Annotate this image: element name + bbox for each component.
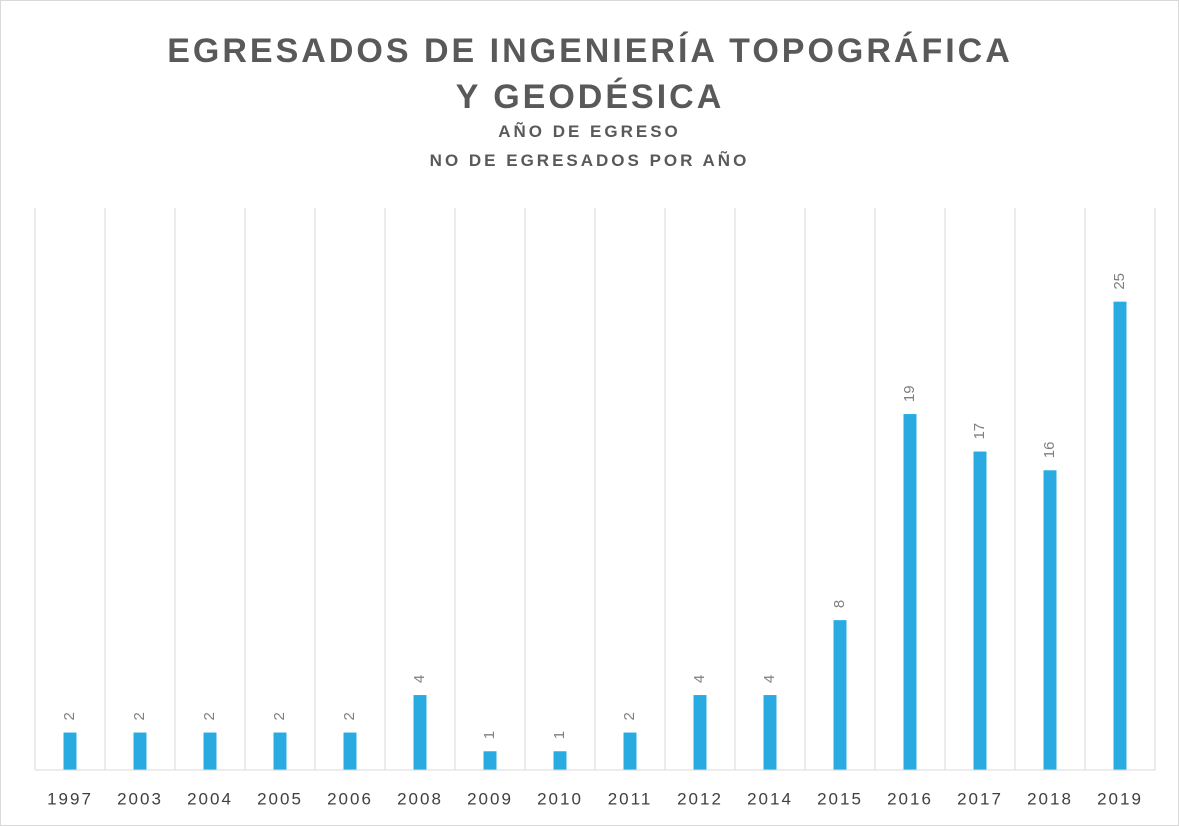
x-tick-label: 2010 bbox=[537, 789, 583, 808]
bar bbox=[63, 732, 77, 770]
x-tick-label: 2019 bbox=[1097, 789, 1143, 808]
data-label: 1 bbox=[481, 731, 498, 739]
chart-title: EGRESADOS DE INGENIERÍA TOPOGRÁFICA Y GE… bbox=[167, 32, 1013, 116]
x-tick-label: 2017 bbox=[957, 789, 1003, 808]
bar bbox=[1113, 301, 1127, 770]
bar bbox=[903, 414, 917, 770]
x-tick-label: 2015 bbox=[817, 789, 863, 808]
bar bbox=[133, 732, 147, 770]
data-label: 4 bbox=[411, 675, 428, 683]
data-label: 17 bbox=[971, 423, 988, 440]
data-label: 2 bbox=[201, 712, 218, 720]
bar bbox=[273, 732, 287, 770]
bar bbox=[413, 695, 427, 770]
bar bbox=[483, 751, 497, 770]
x-tick-label: 2011 bbox=[608, 789, 653, 808]
data-label: 4 bbox=[761, 675, 778, 683]
x-tick-label: 2016 bbox=[887, 789, 933, 808]
data-label: 16 bbox=[1041, 442, 1058, 459]
bar bbox=[693, 695, 707, 770]
bar bbox=[553, 751, 567, 770]
x-tick-label: 2012 bbox=[677, 789, 723, 808]
bar bbox=[623, 732, 637, 770]
data-label: 2 bbox=[341, 712, 358, 720]
data-label: 2 bbox=[61, 712, 78, 720]
x-tick-label: 2009 bbox=[467, 789, 513, 808]
x-tick-label: 1997 bbox=[47, 789, 93, 808]
data-label: 2 bbox=[621, 712, 638, 720]
x-tick-label: 2004 bbox=[187, 789, 233, 808]
data-label: 19 bbox=[901, 385, 918, 402]
chart-subtitle: AÑO DE EGRESO bbox=[498, 122, 681, 141]
x-tick-label: 2014 bbox=[747, 789, 793, 808]
data-label: 2 bbox=[271, 712, 288, 720]
bar bbox=[973, 451, 987, 770]
x-tick-label: 2003 bbox=[117, 789, 163, 808]
bar bbox=[833, 620, 847, 770]
bar bbox=[343, 732, 357, 770]
x-tick-label: 2008 bbox=[397, 789, 443, 808]
x-tick-label: 2005 bbox=[257, 789, 303, 808]
x-tick-label: 2006 bbox=[327, 789, 373, 808]
data-label: 25 bbox=[1111, 273, 1128, 290]
x-tick-label: 2018 bbox=[1027, 789, 1073, 808]
data-label: 8 bbox=[831, 600, 848, 608]
data-label: 2 bbox=[131, 712, 148, 720]
bar bbox=[763, 695, 777, 770]
bar bbox=[1043, 470, 1057, 770]
data-label: 4 bbox=[691, 675, 708, 683]
bar bbox=[203, 732, 217, 770]
data-label: 1 bbox=[551, 731, 568, 739]
chart-subtitle: NO DE EGRESADOS POR AÑO bbox=[429, 151, 750, 170]
